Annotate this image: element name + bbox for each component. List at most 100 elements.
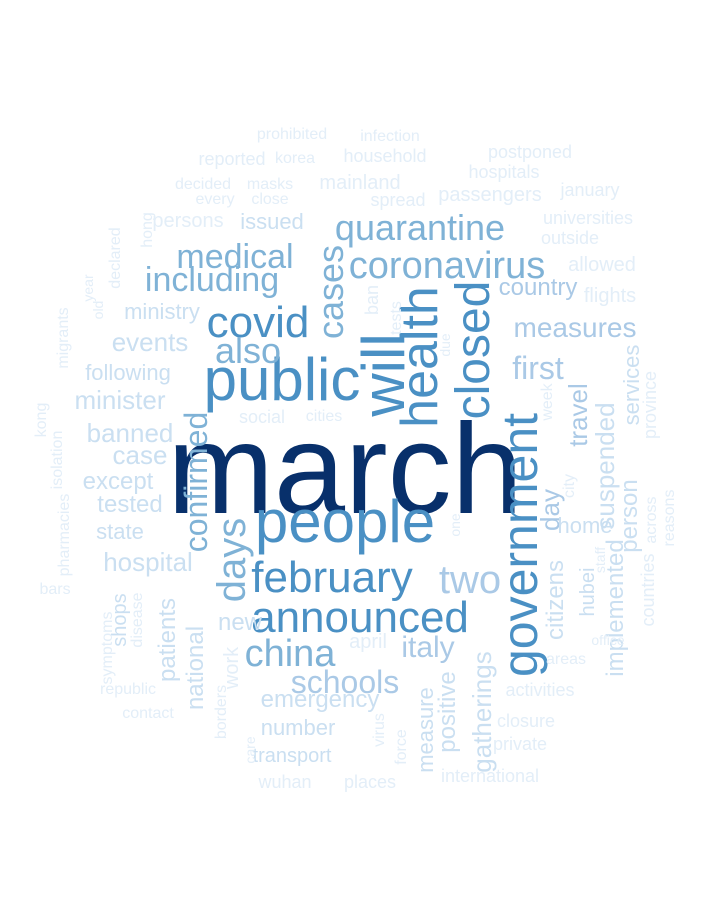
cloud-word: outside	[540, 228, 600, 248]
cloud-word: public	[203, 346, 361, 413]
cloud-word: disease	[129, 592, 146, 648]
cloud-word: patients	[154, 597, 181, 683]
cloud-word: masks	[246, 176, 294, 193]
cloud-word: persons	[152, 210, 224, 232]
cloud-word: days	[210, 517, 254, 603]
cloud-word: transport	[252, 745, 332, 767]
cloud-word: covid	[206, 298, 310, 347]
cloud-word: april	[349, 631, 387, 653]
cloud-word: banned	[86, 418, 174, 448]
cloud-word: old	[90, 300, 106, 320]
cloud-word: care	[242, 736, 258, 764]
cloud-word: office	[591, 632, 625, 648]
cloud-word: across	[643, 496, 660, 544]
cloud-word: medical	[176, 238, 294, 276]
cloud-word: hospital	[103, 547, 193, 577]
cloud-word: migrants	[55, 307, 72, 369]
cloud-word: isolation	[49, 430, 66, 490]
cloud-word: force	[393, 729, 410, 765]
cloud-word: italy	[401, 631, 455, 664]
cloud-word: reasons	[661, 489, 678, 547]
cloud-word: decided	[174, 176, 232, 193]
cloud-word: allowed	[568, 254, 636, 276]
cloud-word: closure	[496, 711, 556, 731]
cloud-word: places	[343, 772, 397, 792]
cloud-word: events	[111, 327, 189, 357]
cloud-word: countries	[638, 553, 658, 627]
cloud-word: declared	[107, 227, 124, 289]
cloud-word: universities	[542, 208, 634, 228]
cloud-word: korea	[274, 150, 316, 167]
cloud-word: issued	[240, 209, 304, 234]
cloud-word: ban	[362, 284, 382, 316]
cloud-word: suspended	[590, 402, 620, 530]
cloud-word: every	[195, 191, 235, 208]
cloud-word: january	[560, 180, 620, 200]
cloud-word: following	[85, 360, 171, 385]
cloud-word: minister	[74, 385, 166, 415]
cloud-word: travel	[563, 383, 593, 447]
cloud-word: close	[251, 191, 289, 208]
cloud-word: year	[80, 274, 96, 302]
cloud-word: emergency	[260, 686, 380, 713]
cloud-word: staff	[592, 546, 608, 574]
cloud-word: wuhan	[258, 772, 312, 792]
cloud-word: work	[221, 646, 243, 690]
cloud-word: confirmed	[178, 411, 214, 553]
cloud-word: citizens	[542, 559, 569, 641]
cloud-word: borders	[213, 684, 230, 740]
cloud-word: schools	[290, 664, 400, 700]
cloud-word: number	[260, 715, 336, 740]
cloud-word: bars	[39, 581, 71, 598]
cloud-word: hong	[139, 212, 156, 248]
cloud-word: case	[112, 440, 168, 470]
cloud-word: state	[96, 519, 144, 544]
cloud-word: one	[447, 513, 463, 537]
cloud-word: kong	[33, 402, 50, 438]
cloud-word: tests	[388, 301, 405, 335]
cloud-word: flights	[583, 285, 637, 307]
cloud-word: province	[640, 370, 660, 440]
cloud-word: cities	[305, 408, 343, 425]
cloud-word: prohibited	[256, 126, 328, 143]
cloud-word: infection	[360, 128, 420, 145]
cloud-word: march	[167, 398, 523, 541]
cloud-word: postponed	[487, 142, 573, 162]
cloud-word: two	[438, 558, 502, 602]
cloud-word: february	[251, 553, 413, 602]
cloud-word: republic	[99, 681, 157, 698]
cloud-word: social	[238, 407, 286, 427]
cloud-word: new	[217, 609, 263, 636]
cloud-word: country	[498, 274, 578, 301]
cloud-word: first	[512, 350, 564, 386]
cloud-word: quarantine	[334, 207, 506, 248]
cloud-word: positive	[434, 671, 461, 753]
cloud-word: closed	[447, 280, 500, 420]
cloud-word: coronavirus	[348, 245, 546, 287]
cloud-word: people	[254, 488, 436, 555]
cloud-word: gatherings	[467, 651, 497, 773]
cloud-word: week	[539, 383, 556, 421]
cloud-word: hubei	[577, 567, 599, 617]
cloud-word: passengers	[438, 184, 542, 206]
cloud-word: home	[557, 513, 613, 538]
cloud-word: virus	[371, 713, 388, 747]
cloud-word: government	[492, 412, 548, 678]
cloud-word: activities	[505, 680, 575, 700]
cloud-word: symptoms	[99, 611, 116, 685]
cloud-word: measures	[513, 312, 637, 343]
cloud-word: pharmacies	[56, 493, 73, 577]
cloud-word: reported	[198, 149, 266, 169]
cloud-word: announced	[251, 593, 469, 642]
cloud-word: except	[82, 468, 154, 495]
cloud-word: contact	[122, 705, 174, 722]
cloud-word: ministry	[124, 299, 200, 324]
cloud-word: cases	[310, 244, 351, 340]
cloud-word: international	[440, 766, 540, 786]
cloud-word: mainland	[319, 172, 401, 194]
cloud-word: household	[343, 146, 427, 166]
cloud-word: tested	[97, 491, 163, 518]
cloud-word: also	[214, 330, 282, 371]
cloud-word: areas	[545, 651, 587, 668]
cloud-word: city	[561, 474, 578, 498]
